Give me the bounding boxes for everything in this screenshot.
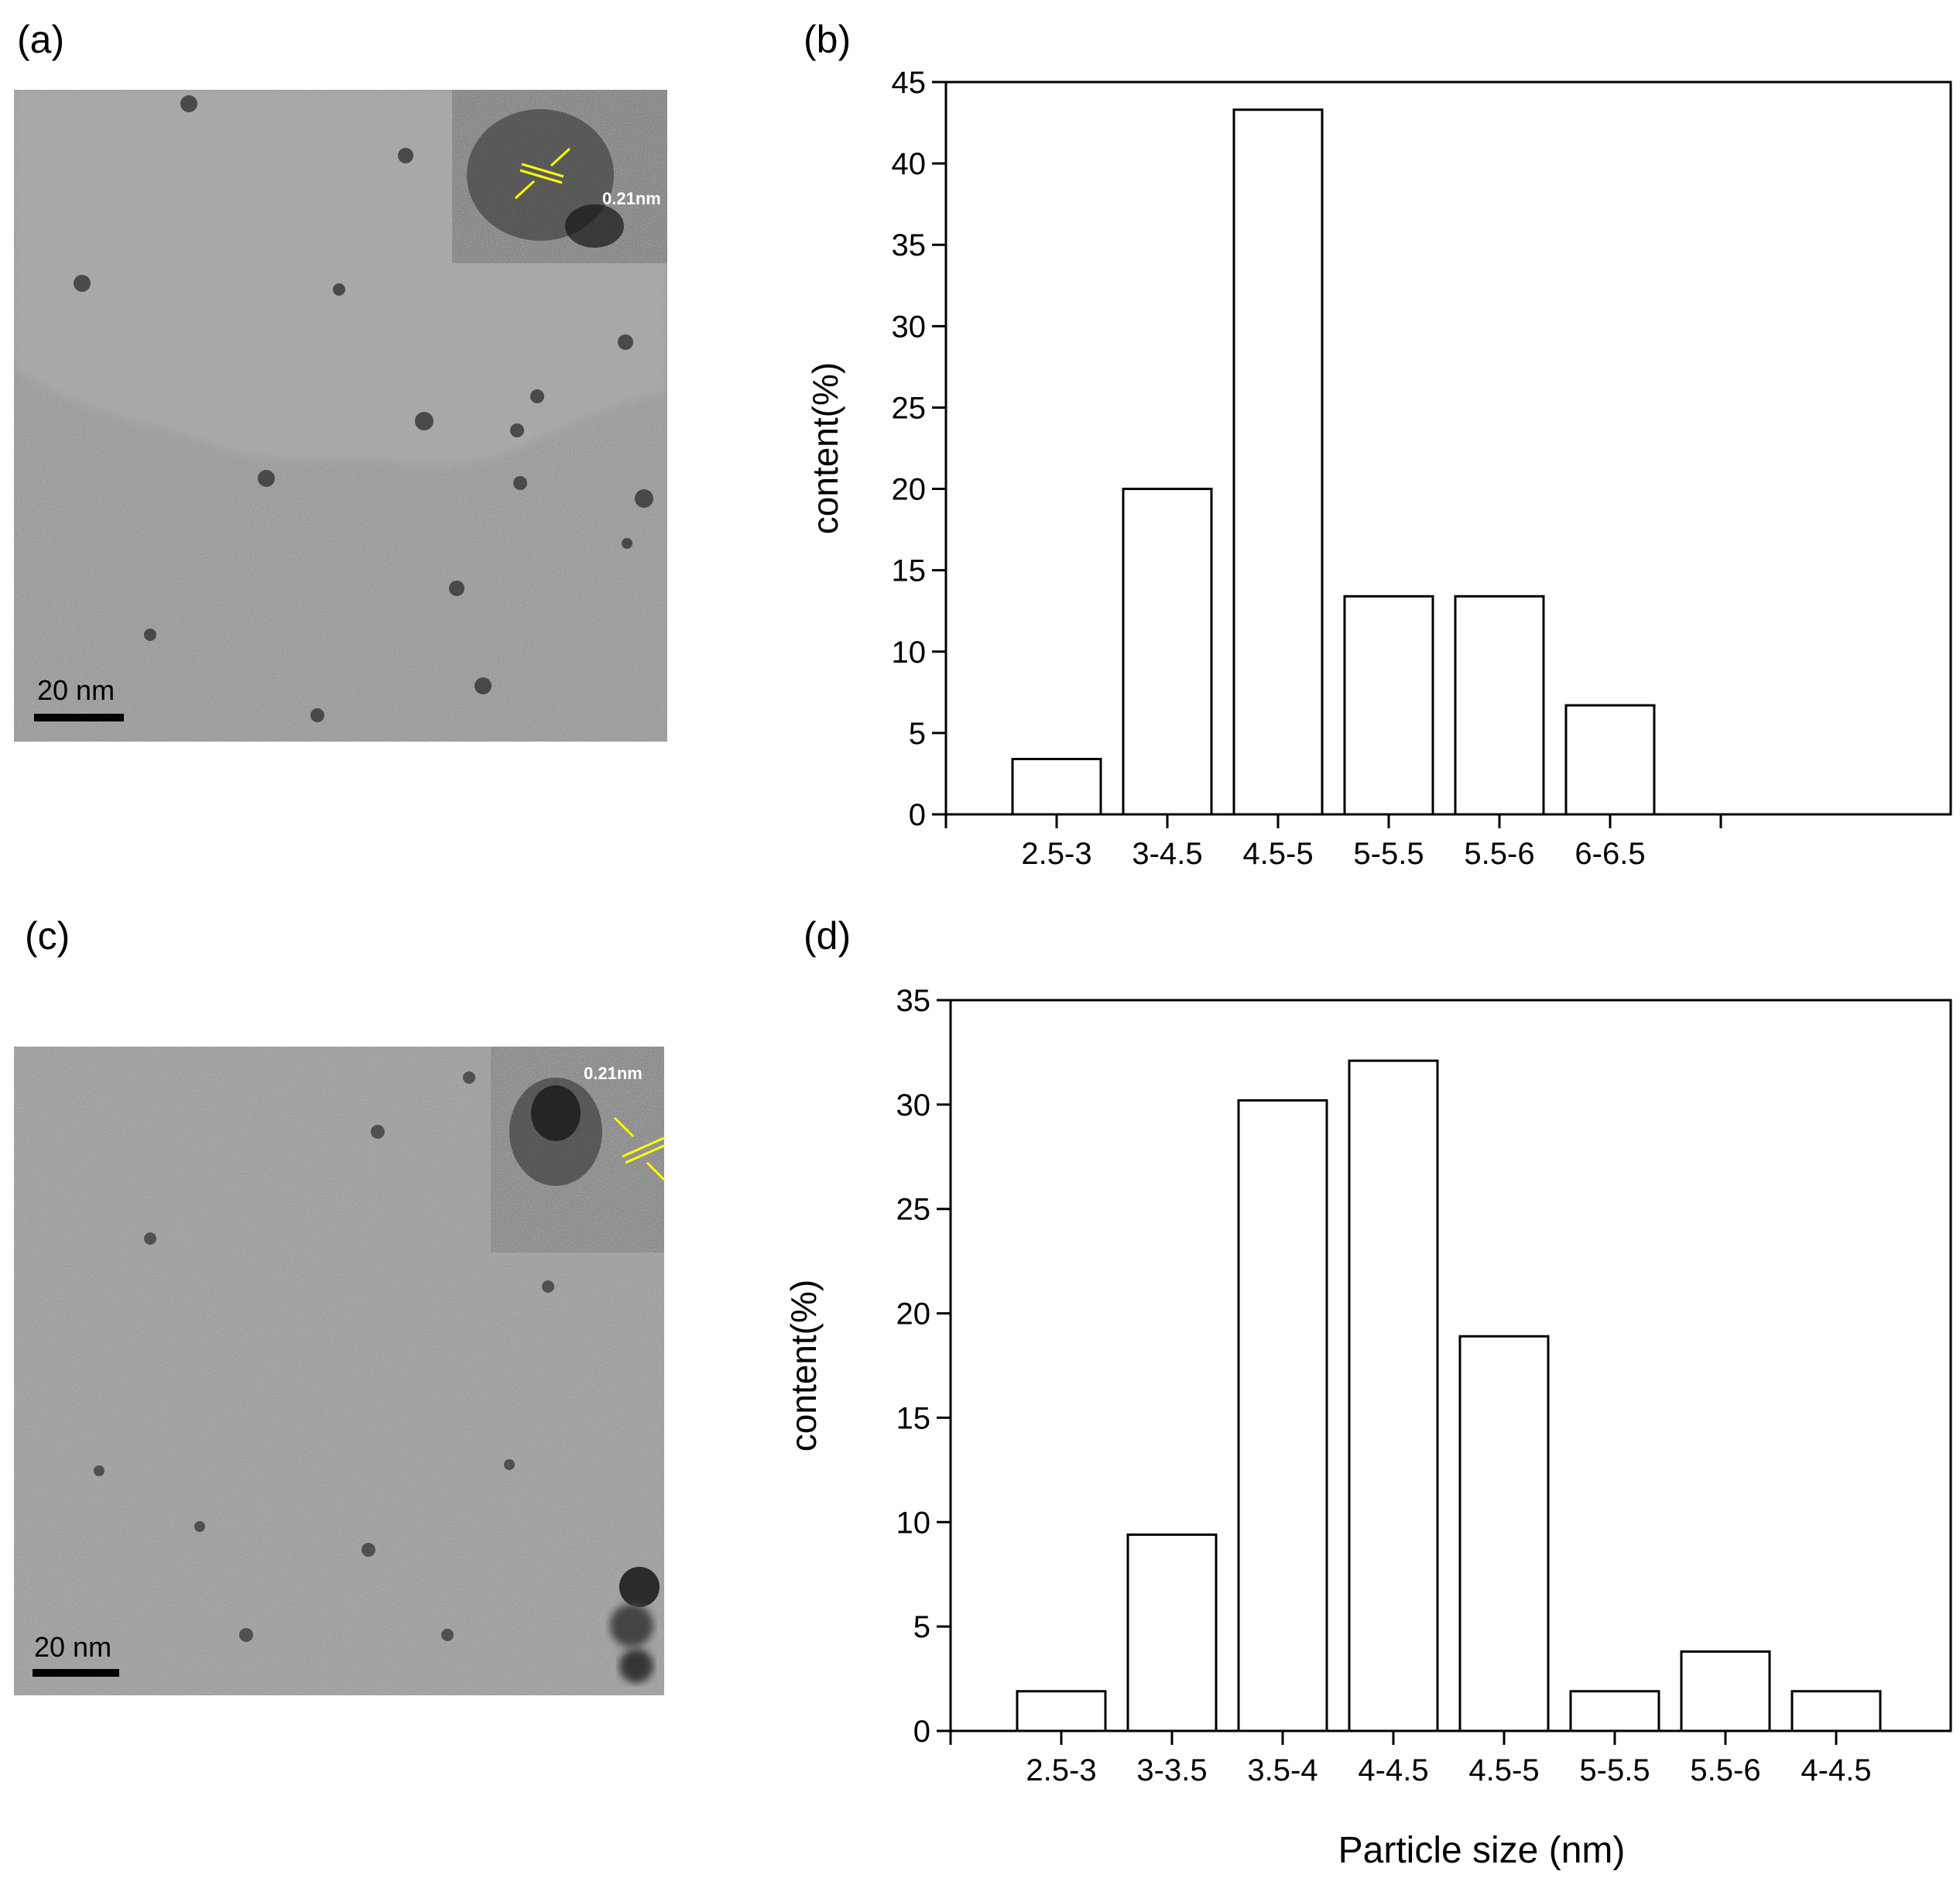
x-category-label-b-4: 5.5-6 — [1464, 837, 1534, 871]
inset-spacing-label-c: 0.21nm — [584, 1064, 642, 1083]
y-tick-label-b-2: 10 — [892, 636, 927, 670]
y-tick-label-b-7: 35 — [892, 228, 927, 262]
bar-b-0 — [1011, 758, 1102, 816]
scale-bar-a — [34, 714, 124, 721]
panel-label-c: (c) — [25, 914, 70, 958]
y-tick-label-b-8: 40 — [892, 147, 927, 181]
x-category-label-b-1: 3-4.5 — [1132, 837, 1202, 871]
bar-b-2 — [1232, 108, 1324, 816]
y-tick-label-b-4: 20 — [892, 473, 927, 507]
bar-b-4 — [1454, 595, 1545, 816]
hrtem-inset-a: 0.21nm — [452, 90, 667, 263]
y-tick-label-b-9: 45 — [892, 66, 927, 100]
y-tick-label-b-3: 15 — [892, 554, 927, 588]
y-tick-label-b-5: 25 — [892, 391, 927, 425]
plot-frame-b — [944, 81, 1952, 816]
panel-label-b: (b) — [804, 18, 852, 61]
scale-bar-c — [33, 1669, 119, 1677]
bar-b-5 — [1564, 704, 1656, 816]
scale-bar-label-c: 20 nm — [34, 1631, 111, 1663]
x-category-label-b-2: 4.5-5 — [1242, 837, 1313, 871]
y-axis-label-b: content(%) — [805, 362, 845, 534]
hrtem-inset-c: 0.21nm — [491, 1047, 664, 1253]
panel-label-a: (a) — [17, 18, 65, 61]
scale-bar-label-a: 20 nm — [37, 674, 115, 706]
y-tick-label-b-0: 0 — [909, 798, 926, 832]
y-tick-label-b-1: 5 — [909, 717, 926, 751]
x-category-label-b-0: 2.5-3 — [1021, 837, 1091, 871]
y-tick-label-b-6: 30 — [892, 310, 927, 344]
x-category-label-b-3: 5-5.5 — [1353, 837, 1424, 871]
bar-b-1 — [1122, 488, 1213, 816]
panel-label-d: (d) — [804, 914, 852, 958]
tem-image-a: 0.21nm 20 nm — [14, 90, 667, 742]
tem-image-c: 0.21nm 20 nm — [14, 1047, 664, 1695]
inset-spacing-label-a: 0.21nm — [602, 189, 661, 208]
x-category-label-b-5: 6-6.5 — [1575, 837, 1645, 871]
bar-b-3 — [1343, 595, 1434, 816]
